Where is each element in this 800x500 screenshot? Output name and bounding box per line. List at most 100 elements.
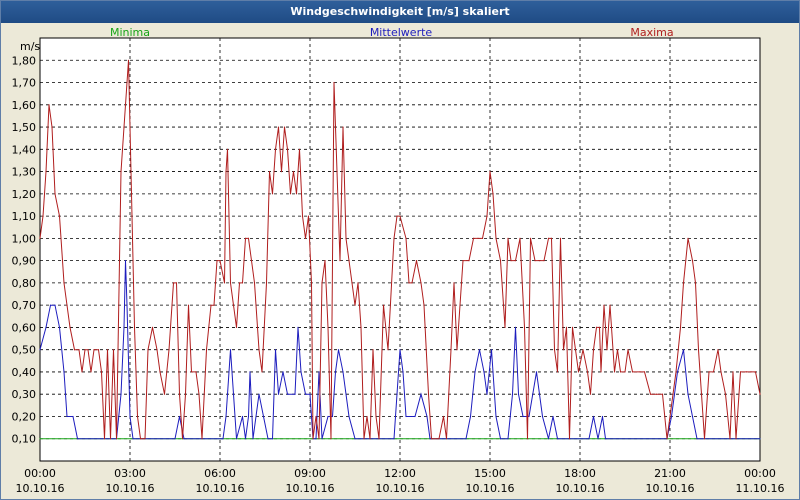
data-point xyxy=(286,393,289,395)
data-point xyxy=(97,349,100,351)
data-point xyxy=(271,438,274,440)
x-tick-time: 09:00 xyxy=(294,467,326,480)
data-point xyxy=(624,371,626,373)
data-point xyxy=(372,349,374,351)
data-point xyxy=(244,237,247,239)
data-point xyxy=(258,393,260,395)
data-point xyxy=(592,415,595,418)
data-point xyxy=(547,237,550,239)
data-point xyxy=(258,349,260,351)
data-point xyxy=(130,193,133,195)
data-point xyxy=(201,438,203,440)
x-tick-date: 10.10.16 xyxy=(106,482,155,495)
legend-item: Minima xyxy=(110,26,150,39)
data-point xyxy=(687,393,689,395)
data-point xyxy=(229,349,232,351)
data-point xyxy=(301,215,304,217)
x-tick-date: 10.10.16 xyxy=(646,482,695,495)
data-point xyxy=(382,304,385,306)
data-point xyxy=(354,304,356,306)
data-point xyxy=(627,349,629,351)
data-point xyxy=(619,371,622,373)
data-point xyxy=(333,81,335,84)
data-point xyxy=(708,371,710,373)
data-point xyxy=(691,415,694,418)
data-point xyxy=(556,371,559,373)
data-point xyxy=(538,260,541,262)
data-point xyxy=(342,371,344,373)
data-point xyxy=(126,304,128,306)
data-point xyxy=(58,326,61,328)
data-point xyxy=(598,326,601,328)
data-point xyxy=(327,326,329,328)
data-point xyxy=(339,260,341,262)
data-point xyxy=(405,415,407,418)
data-point xyxy=(187,304,190,306)
data-point xyxy=(639,371,641,373)
data-point xyxy=(694,282,697,284)
x-tick-time: 18:00 xyxy=(564,467,596,480)
data-point xyxy=(345,237,347,239)
y-axis-ticks: 1,80 1,70 1,60 1,50 1,40 1,30 1,20 1,10 1,00 0,90… xyxy=(12,54,37,445)
data-point xyxy=(528,415,530,418)
data-point xyxy=(495,237,497,239)
data-point xyxy=(298,148,301,150)
data-point xyxy=(504,326,506,328)
data-point xyxy=(103,438,106,440)
data-point xyxy=(132,438,134,440)
data-point xyxy=(601,415,604,418)
data-point xyxy=(453,282,455,284)
data-point xyxy=(109,438,112,440)
data-point xyxy=(411,282,413,284)
data-point xyxy=(324,260,326,262)
x-tick-date: 10.10.16 xyxy=(466,482,515,495)
y-tick-label: 1,80 xyxy=(12,54,37,67)
data-point xyxy=(486,215,488,217)
data-point xyxy=(529,237,532,239)
data-point xyxy=(250,260,253,262)
data-point xyxy=(39,438,41,440)
data-point xyxy=(759,393,761,395)
data-point xyxy=(565,326,568,328)
data-point xyxy=(123,326,125,328)
data-point xyxy=(232,304,235,306)
data-point xyxy=(112,349,115,351)
data-point xyxy=(342,126,344,128)
data-point xyxy=(307,215,310,217)
data-point xyxy=(556,438,559,440)
data-point xyxy=(697,349,700,351)
data-point xyxy=(750,371,752,373)
data-point xyxy=(168,349,170,351)
data-point xyxy=(235,438,238,440)
data-point xyxy=(510,260,512,262)
data-point xyxy=(687,237,689,239)
x-tick-date: 10.10.16 xyxy=(556,482,605,495)
data-point xyxy=(90,371,92,373)
y-tick-label: 0,10 xyxy=(12,433,37,446)
data-point xyxy=(252,438,254,440)
data-point xyxy=(190,371,193,373)
data-point xyxy=(360,326,362,328)
data-point xyxy=(87,349,89,351)
data-point xyxy=(507,237,509,239)
data-point xyxy=(429,438,431,440)
data-point xyxy=(499,438,502,440)
data-point xyxy=(369,438,371,440)
data-point xyxy=(219,260,221,262)
data-point xyxy=(393,438,395,440)
x-tick-time: 15:00 xyxy=(474,467,506,480)
data-point xyxy=(375,415,377,418)
data-point xyxy=(354,438,356,440)
data-point xyxy=(604,438,607,440)
data-point xyxy=(562,349,565,351)
data-point xyxy=(42,215,44,217)
data-point xyxy=(586,371,589,373)
data-point xyxy=(759,438,761,440)
data-point xyxy=(265,282,268,284)
data-point xyxy=(477,237,479,239)
data-point xyxy=(249,371,251,373)
data-point xyxy=(54,193,56,195)
data-point xyxy=(739,371,742,373)
data-point xyxy=(588,438,590,440)
data-point xyxy=(331,415,334,418)
